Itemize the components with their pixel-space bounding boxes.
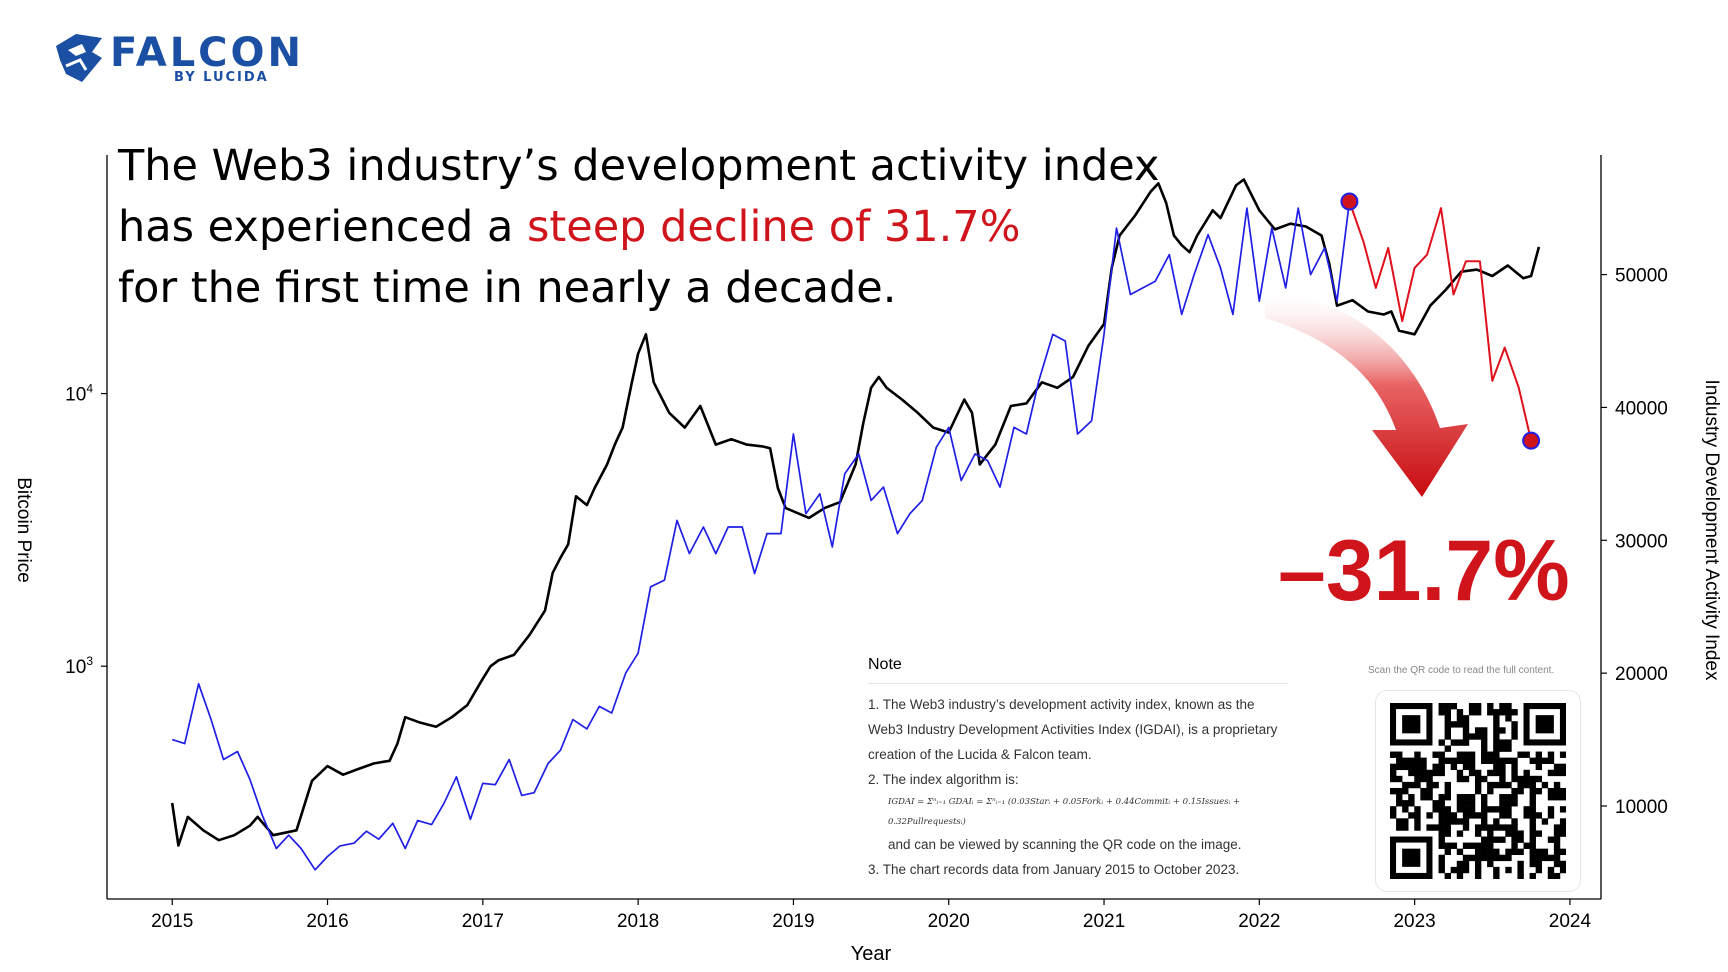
headline: The Web3 industry’s development activity… xyxy=(118,136,1159,319)
brand-name: FALCON xyxy=(110,29,305,76)
decline-end-marker xyxy=(1522,431,1541,450)
qr-code-icon xyxy=(1390,703,1566,879)
headline-line-3: for the first time in nearly a decade. xyxy=(118,263,897,313)
note-item-3: 3. The chart records data from January 2… xyxy=(868,862,1240,877)
qr-code-box[interactable] xyxy=(1375,690,1581,892)
brand-sub: BY LUCIDA xyxy=(174,69,269,85)
note-item-1: 1. The Web3 industry’s development activ… xyxy=(868,697,1278,762)
axes-frame xyxy=(106,155,1602,900)
y-right-tick-label: 20000 xyxy=(1615,664,1668,685)
qr-caption: Scan the QR code to read the full conten… xyxy=(1368,665,1555,676)
headline-line-2: has experienced a steep decline of 31.7% xyxy=(118,197,1159,258)
y-right-axis-label: Industry Development Activity Index xyxy=(1701,380,1722,681)
note-item-2b: and can be viewed by scanning the QR cod… xyxy=(888,837,1242,852)
y-right-tick-label: 50000 xyxy=(1615,266,1668,287)
decline-arrow xyxy=(1265,292,1468,497)
note-title: Note xyxy=(868,652,1288,684)
x-tick-label: 2018 xyxy=(617,911,659,932)
note-item-2: 2. The index algorithm is: xyxy=(868,772,1019,787)
headline-line-1: The Web3 industry’s development activity… xyxy=(118,141,1160,191)
x-tick-label: 2024 xyxy=(1549,911,1592,932)
y-left-axis-label: Bitcoin Price xyxy=(13,477,34,583)
activity-index-line xyxy=(171,201,1351,871)
x-tick-label: 2022 xyxy=(1238,911,1280,932)
falcon-head-icon xyxy=(56,34,102,82)
x-tick-label: 2016 xyxy=(306,911,348,932)
x-tick-label: 2015 xyxy=(151,911,193,932)
x-tick-label: 2023 xyxy=(1393,911,1435,932)
y-left-tick-label: 103 xyxy=(65,654,93,678)
falcon-logo: FALCON BY LUCIDA xyxy=(52,30,304,86)
x-tick-label: 2019 xyxy=(772,911,814,932)
y-right-tick-label: 30000 xyxy=(1615,531,1668,552)
decline-start-marker xyxy=(1340,192,1359,211)
decline-line xyxy=(1348,201,1533,441)
decline-percentage: –31.7% xyxy=(1278,523,1570,619)
y-right-tick-label: 10000 xyxy=(1615,797,1668,818)
x-tick-label: 2017 xyxy=(462,911,504,932)
y-left-tick-label: 104 xyxy=(65,382,93,406)
x-tick-label: 2021 xyxy=(1083,911,1125,932)
headline-line-2-prefix: has experienced a xyxy=(118,202,527,252)
x-tick-label: 2020 xyxy=(928,911,970,932)
y-right-tick-label: 40000 xyxy=(1615,398,1668,419)
x-axis-label: Year xyxy=(851,943,892,965)
headline-highlight: steep decline of 31.7% xyxy=(526,202,1021,252)
note-box: Note 1. The Web3 industry’s development … xyxy=(868,652,1288,882)
note-formula: IGDAI = Σⁿᵢ₌₁ GDAIᵢ = Σⁿᵢ₌₁ (0.03Starᵢ +… xyxy=(888,797,1241,827)
